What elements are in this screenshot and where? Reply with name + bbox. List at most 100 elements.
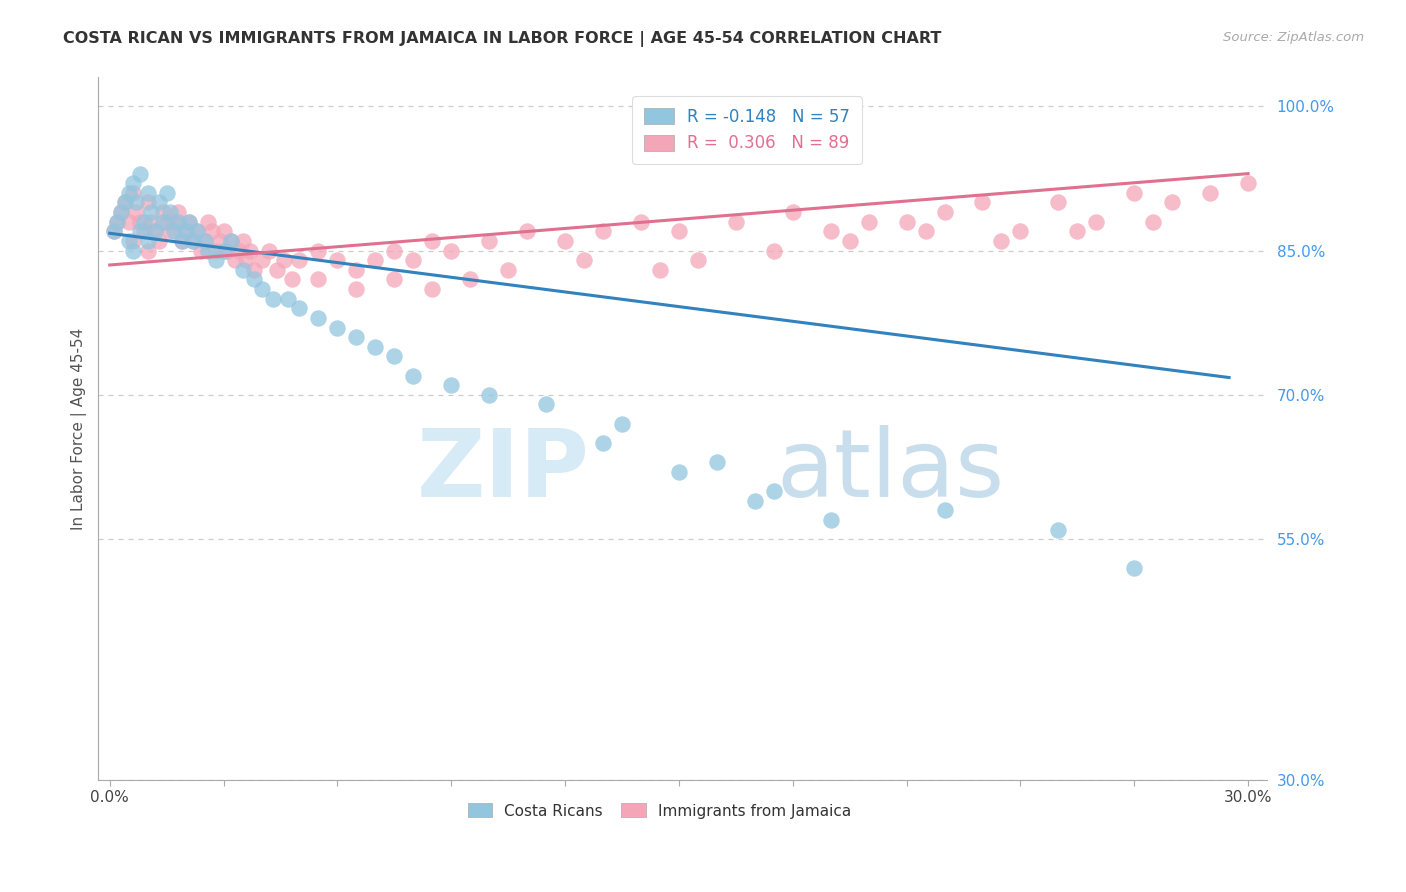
Point (307, 310, 329, 325)
Legend: Costa Ricans, Immigrants from Jamaica: Costa Ricans, Immigrants from Jamaica (461, 797, 858, 824)
Point (382, 244, 405, 258)
Point (232, 262, 254, 277)
Point (420, 234, 443, 248)
Point (217, 244, 239, 258)
Point (554, 234, 576, 248)
Point (592, 224, 614, 238)
Point (610, 417, 633, 431)
Point (228, 244, 250, 258)
Point (170, 234, 193, 248)
Point (181, 234, 204, 248)
Point (212, 224, 235, 238)
Point (326, 253, 349, 268)
Point (592, 436, 614, 450)
Point (706, 455, 728, 469)
Point (1085, 215, 1108, 229)
Point (212, 244, 235, 258)
Point (197, 244, 219, 258)
Point (141, 205, 163, 219)
Point (201, 224, 224, 238)
Point (402, 253, 425, 268)
Point (219, 234, 242, 248)
Point (143, 224, 166, 238)
Point (277, 292, 299, 306)
Point (478, 234, 501, 248)
Point (239, 244, 262, 258)
Point (630, 215, 652, 229)
Point (121, 176, 143, 190)
Point (243, 272, 266, 286)
Point (121, 234, 143, 248)
Point (1237, 176, 1260, 190)
Point (136, 186, 159, 200)
Point (148, 234, 170, 248)
Point (114, 195, 136, 210)
Point (1010, 224, 1032, 238)
Point (858, 215, 880, 229)
Point (344, 262, 367, 277)
Point (118, 234, 141, 248)
Point (174, 224, 197, 238)
Point (440, 244, 463, 258)
Point (132, 224, 155, 238)
Point (281, 272, 304, 286)
Point (132, 215, 155, 229)
Point (103, 224, 125, 238)
Point (972, 195, 994, 210)
Y-axis label: In Labor Force | Age 45-54: In Labor Force | Age 45-54 (72, 327, 87, 530)
Point (1066, 224, 1088, 238)
Point (152, 215, 174, 229)
Point (458, 272, 481, 286)
Point (118, 215, 141, 229)
Point (686, 253, 709, 268)
Point (1142, 215, 1164, 229)
Point (420, 282, 443, 296)
Point (219, 234, 242, 248)
Point (129, 215, 152, 229)
Point (896, 215, 918, 229)
Point (1047, 523, 1070, 537)
Point (232, 234, 254, 248)
Point (129, 167, 152, 181)
Point (364, 253, 387, 268)
Point (148, 195, 170, 210)
Point (478, 388, 501, 402)
Point (668, 465, 690, 479)
Point (307, 272, 329, 286)
Point (257, 244, 280, 258)
Point (668, 224, 690, 238)
Point (235, 253, 257, 268)
Point (762, 483, 785, 498)
Point (762, 244, 785, 258)
Point (344, 282, 367, 296)
Point (103, 224, 125, 238)
Point (1123, 561, 1146, 575)
Point (243, 262, 266, 277)
Point (167, 215, 190, 229)
Point (197, 215, 219, 229)
Point (934, 503, 956, 517)
Point (129, 224, 152, 238)
Point (382, 350, 405, 364)
Point (121, 244, 143, 258)
Point (156, 215, 179, 229)
Point (110, 205, 132, 219)
Point (205, 253, 228, 268)
Point (121, 186, 143, 200)
Point (125, 205, 148, 219)
Point (159, 205, 181, 219)
Point (105, 215, 128, 229)
Point (190, 244, 212, 258)
Point (288, 253, 311, 268)
Point (820, 513, 842, 527)
Point (186, 224, 208, 238)
Point (136, 244, 159, 258)
Point (110, 205, 132, 219)
Point (170, 234, 193, 248)
Point (782, 205, 804, 219)
Point (273, 253, 295, 268)
Point (1123, 186, 1146, 200)
Point (307, 244, 329, 258)
Text: Source: ZipAtlas.com: Source: ZipAtlas.com (1223, 31, 1364, 45)
Point (163, 224, 186, 238)
